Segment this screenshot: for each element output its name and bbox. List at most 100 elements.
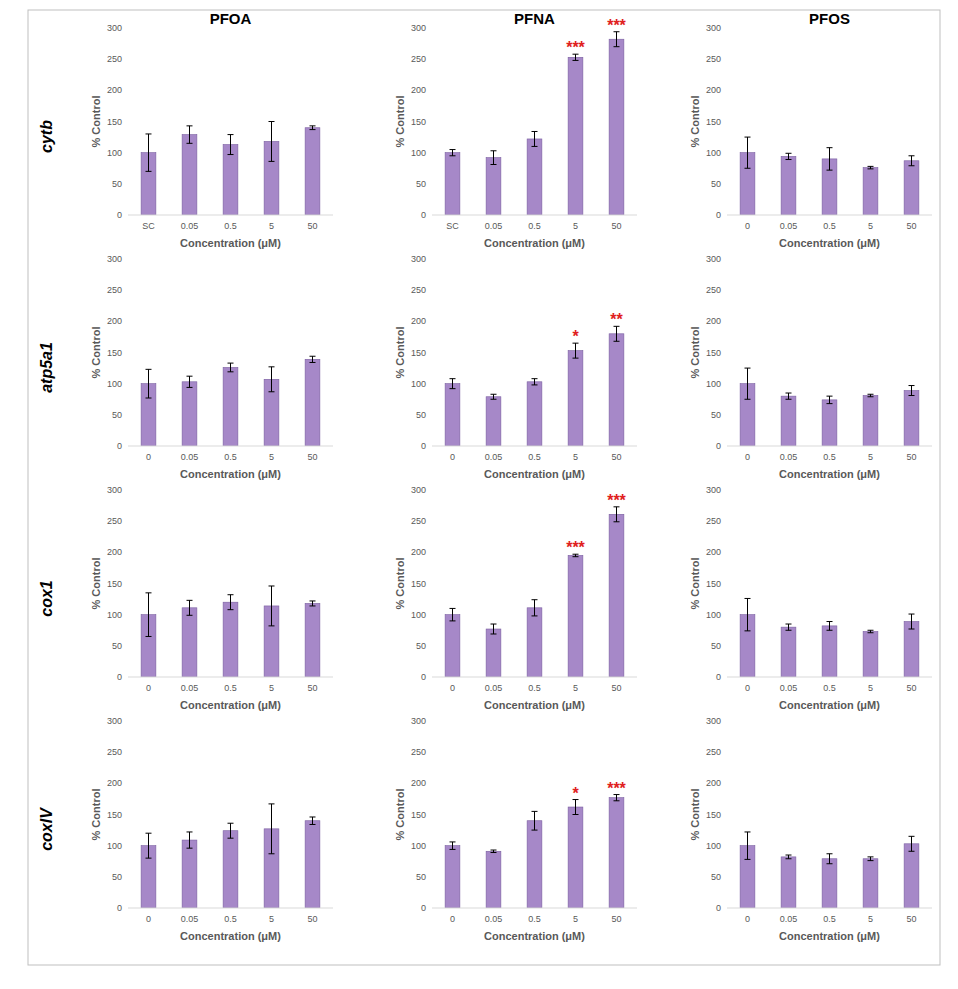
panel: 050100150200250300% ControlSC0.050.5550C… [90, 23, 333, 249]
error-bar [269, 804, 275, 854]
x-axis-title: Concentration (μM) [779, 237, 880, 249]
error-bar [310, 126, 316, 130]
error-bar [614, 326, 620, 341]
x-tick-label: 0.5 [823, 452, 836, 462]
error-bar [310, 356, 316, 362]
error-bar [868, 166, 874, 168]
x-axis-line [432, 677, 637, 678]
x-axis-line [128, 215, 333, 216]
y-tick-label: 150 [411, 117, 426, 127]
y-tick-label: 100 [107, 841, 122, 851]
bar [445, 384, 460, 446]
x-tick-label: 5 [573, 683, 578, 693]
panel: 050100150200250300% Control00.050.5550Co… [90, 254, 333, 480]
error-bar [491, 394, 497, 399]
error-bar [868, 630, 874, 632]
x-tick-label: 0 [450, 683, 455, 693]
y-tick-label: 0 [421, 210, 426, 220]
bar [568, 351, 583, 446]
y-tick-label: 50 [711, 410, 721, 420]
error-bar [573, 343, 579, 358]
x-tick-label: 50 [906, 221, 916, 231]
x-tick-label: 5 [573, 221, 578, 231]
panel: 050100150200250300% Control00.050.5550Co… [90, 716, 333, 942]
y-tick-label: 50 [416, 872, 426, 882]
bar [486, 629, 501, 677]
figure-frame [28, 10, 940, 965]
x-axis-title: Concentration (μM) [180, 237, 281, 249]
error-bar [146, 833, 152, 858]
y-tick-label: 300 [706, 716, 721, 726]
y-tick-label: 50 [416, 641, 426, 651]
row-label: coxIV [38, 807, 55, 851]
bar [527, 139, 542, 215]
x-tick-label: 50 [611, 452, 621, 462]
y-tick-label: 150 [706, 117, 721, 127]
error-bar [450, 379, 456, 389]
x-axis-line [128, 908, 333, 909]
panel: 050100150200250300% ControlSC0.050.5550C… [394, 17, 637, 249]
x-axis-line [727, 677, 932, 678]
error-bar [187, 600, 193, 615]
y-axis-title: % Control [90, 558, 102, 610]
y-tick-label: 100 [107, 148, 122, 158]
y-tick-label: 150 [411, 348, 426, 358]
y-tick-label: 0 [117, 903, 122, 913]
error-bar [827, 148, 833, 170]
bar [822, 400, 837, 446]
error-bar [827, 622, 833, 631]
bar [223, 831, 238, 908]
x-tick-label: 50 [906, 452, 916, 462]
bar [182, 135, 197, 215]
bar [305, 359, 320, 446]
y-axis-title: % Control [90, 789, 102, 841]
x-tick-label: 0.5 [823, 683, 836, 693]
error-bar [786, 855, 792, 859]
y-tick-label: 200 [706, 85, 721, 95]
bar [182, 840, 197, 908]
x-tick-label: 0.05 [181, 914, 199, 924]
x-axis-line [432, 215, 637, 216]
x-tick-label: 5 [868, 452, 873, 462]
y-tick-label: 0 [716, 672, 721, 682]
bar [223, 145, 238, 215]
y-tick-label: 50 [711, 872, 721, 882]
x-axis-line [432, 446, 637, 447]
bar [822, 626, 837, 677]
x-tick-label: 0 [450, 914, 455, 924]
significance-mark: *** [607, 492, 626, 509]
bar [527, 608, 542, 677]
error-bar [745, 368, 751, 399]
panel: 050100150200250300% Control00.050.5550Co… [394, 716, 637, 942]
y-tick-label: 150 [107, 117, 122, 127]
bar [486, 397, 501, 446]
y-tick-label: 150 [107, 348, 122, 358]
plot-area [445, 507, 624, 677]
y-axis-title: % Control [394, 327, 406, 379]
plot-area [445, 32, 624, 215]
panel: 050100150200250300% Control00.050.5550Co… [689, 485, 932, 711]
y-axis-title: % Control [394, 558, 406, 610]
bar [568, 807, 583, 908]
x-tick-label: SC [446, 221, 459, 231]
x-tick-label: 5 [573, 452, 578, 462]
y-tick-label: 200 [706, 778, 721, 788]
x-tick-label: 0.05 [485, 683, 503, 693]
panel: 050100150200250300% Control00.050.5550Co… [394, 485, 637, 711]
error-bar [228, 595, 234, 610]
bar [781, 396, 796, 446]
figure: PFOAPFNAPFOScytbatp5a1cox1coxIV050100150… [0, 0, 958, 989]
x-tick-label: 0 [745, 683, 750, 693]
error-bar [491, 624, 497, 634]
bar [781, 156, 796, 215]
error-bar [909, 156, 915, 166]
error-bar [228, 823, 234, 838]
y-tick-label: 300 [706, 23, 721, 33]
x-tick-label: 0.05 [780, 683, 798, 693]
x-axis-title: Concentration (μM) [180, 699, 281, 711]
bar [904, 161, 919, 215]
bar [568, 555, 583, 677]
x-tick-label: 5 [269, 452, 274, 462]
bar [486, 851, 501, 908]
x-tick-label: 0.5 [823, 914, 836, 924]
